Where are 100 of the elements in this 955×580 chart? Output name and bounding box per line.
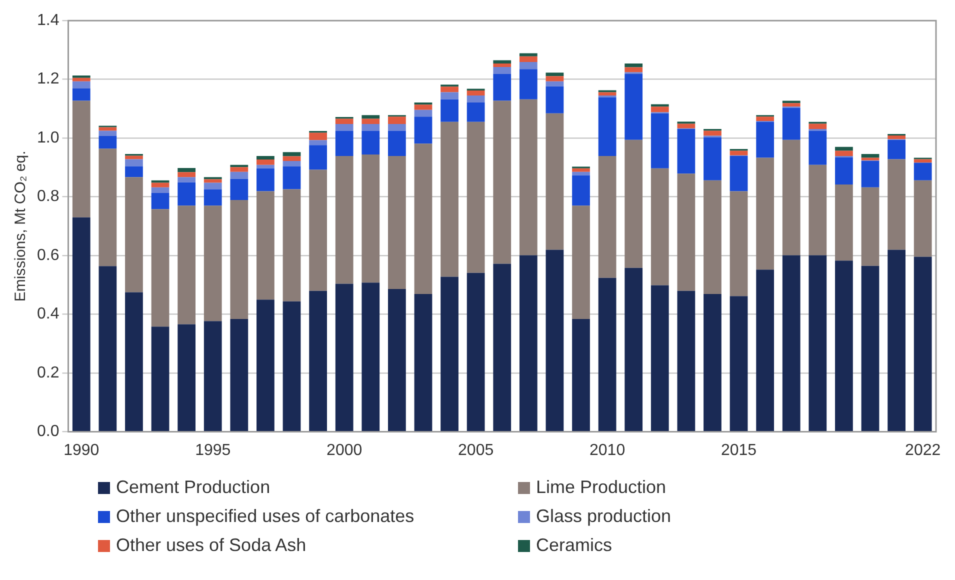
bar — [519, 56, 538, 62]
bar — [204, 189, 222, 206]
y-tick-label: 1.2 — [36, 70, 60, 88]
bar — [677, 290, 696, 432]
bar — [178, 206, 196, 324]
x-tick-label: 2000 — [326, 442, 362, 459]
bar — [519, 62, 538, 70]
bar — [362, 124, 380, 131]
bar — [730, 150, 748, 156]
bar — [519, 255, 538, 432]
bar — [98, 130, 117, 136]
y-tick-label: 0.0 — [36, 423, 60, 440]
bar — [730, 156, 748, 192]
bar — [98, 148, 117, 266]
bar — [835, 157, 853, 184]
bar — [782, 255, 800, 432]
bar — [151, 193, 170, 210]
bar — [493, 60, 512, 64]
bar — [808, 164, 827, 256]
bar — [309, 145, 327, 170]
bar — [835, 260, 853, 432]
bar — [178, 182, 196, 206]
bar — [204, 179, 222, 183]
x-tick-label: 2015 — [720, 442, 757, 459]
bar — [362, 130, 380, 155]
bar — [466, 122, 485, 273]
bar — [388, 130, 406, 156]
bar — [782, 108, 800, 140]
bar — [914, 256, 932, 432]
bar — [204, 182, 222, 190]
bar — [256, 164, 274, 168]
bar — [151, 187, 170, 194]
bar — [440, 99, 458, 122]
bar — [125, 177, 143, 292]
bar — [572, 168, 590, 172]
bar — [362, 282, 380, 432]
bar — [151, 326, 170, 432]
bar — [414, 144, 432, 294]
bar — [388, 124, 406, 131]
bar — [572, 175, 590, 206]
bar — [782, 103, 800, 107]
bar — [256, 160, 274, 165]
bar — [256, 168, 274, 192]
bar — [414, 294, 432, 432]
bar — [282, 160, 301, 166]
bar — [835, 146, 853, 151]
bar — [861, 266, 880, 432]
legend-label: Other unspecified uses of carbonates — [116, 506, 414, 527]
bar — [282, 189, 301, 302]
bar — [414, 110, 432, 117]
bar — [72, 100, 90, 218]
bar — [230, 319, 248, 432]
y-tick-label: 0.4 — [36, 306, 60, 323]
bar — [650, 113, 669, 168]
bar — [756, 122, 774, 158]
bar — [335, 124, 354, 131]
bar — [125, 156, 143, 160]
bar — [914, 159, 932, 162]
bar — [546, 72, 564, 76]
bar — [72, 88, 90, 101]
bar — [230, 178, 248, 200]
bar — [493, 67, 512, 74]
bar — [519, 99, 538, 256]
bar — [888, 250, 906, 432]
bar — [440, 122, 458, 277]
bar — [861, 187, 880, 266]
bar — [546, 250, 564, 432]
bar — [125, 166, 143, 178]
bar — [388, 116, 406, 124]
bar — [888, 135, 906, 140]
bar — [309, 170, 327, 291]
bar — [98, 136, 117, 149]
bar — [204, 206, 222, 322]
bar — [756, 158, 774, 270]
bar — [519, 69, 538, 100]
x-tick-label: 1990 — [64, 442, 100, 459]
bar — [309, 290, 327, 432]
bar — [204, 321, 222, 432]
bar — [72, 81, 90, 88]
bar — [861, 160, 880, 188]
bar — [861, 154, 880, 158]
bar — [704, 180, 722, 294]
bar — [362, 154, 380, 283]
bar — [98, 127, 117, 131]
bar — [178, 172, 196, 178]
bar — [256, 156, 274, 160]
bar — [335, 118, 354, 124]
bar — [335, 130, 354, 156]
bar — [546, 81, 564, 86]
bar — [546, 76, 564, 82]
bar — [282, 156, 301, 161]
bar — [493, 264, 512, 432]
bar — [650, 106, 669, 112]
bar — [493, 63, 512, 68]
bar — [650, 285, 669, 432]
bar — [572, 172, 590, 176]
bar — [756, 116, 774, 122]
bar — [178, 324, 196, 432]
bar — [756, 270, 774, 432]
bar — [782, 140, 800, 256]
